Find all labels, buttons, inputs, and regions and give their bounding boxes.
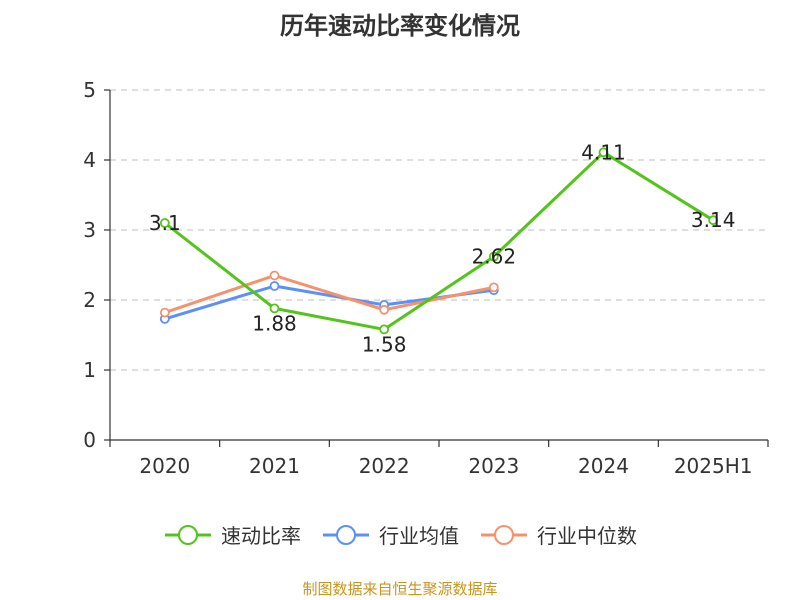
legend-swatch-icon bbox=[323, 524, 369, 545]
data-label: 4.11 bbox=[581, 140, 626, 164]
series-line-2 bbox=[164, 274, 495, 315]
legend-label: 速动比率 bbox=[221, 524, 301, 548]
y-tick-label: 0 bbox=[83, 428, 96, 452]
data-point bbox=[159, 218, 170, 228]
y-tick-label: 2 bbox=[83, 288, 96, 312]
data-point bbox=[379, 324, 390, 335]
data-point bbox=[159, 307, 170, 318]
grid-lines bbox=[110, 89, 768, 371]
y-tick-label: 4 bbox=[83, 148, 96, 172]
legend-label: 行业中位数 bbox=[537, 524, 637, 548]
y-tick-label: 1 bbox=[83, 358, 96, 382]
x-tick-label: 2022 bbox=[359, 454, 410, 478]
legend: 速动比率 行业均值 行业中位数 bbox=[0, 520, 800, 549]
y-tick-label: 3 bbox=[83, 218, 96, 242]
legend-item[interactable]: 行业中位数 bbox=[479, 520, 637, 549]
x-tick-label: 2024 bbox=[578, 454, 629, 478]
data-label: 2.62 bbox=[472, 245, 517, 269]
data-point bbox=[708, 215, 719, 226]
x-tick-label: 2025H1 bbox=[674, 454, 753, 478]
data-labels: 3.1 1.88 1.58 2.62 4.11 3.14 bbox=[149, 140, 736, 356]
chart-title: 历年速动比率变化情况 bbox=[280, 12, 520, 40]
data-label: 1.58 bbox=[362, 332, 407, 356]
data-point bbox=[269, 303, 280, 314]
legend-label: 行业均值 bbox=[379, 524, 459, 548]
y-tick-label: 5 bbox=[83, 78, 96, 102]
x-tick-label: 2021 bbox=[249, 454, 300, 478]
data-label: 3.14 bbox=[691, 208, 736, 232]
line-chart: 0 1 2 3 4 5 2020 2021 2022 2023 2024 2025H1 3.1 1.88… bbox=[83, 78, 769, 478]
x-tick-label: 2023 bbox=[468, 454, 519, 478]
legend-swatch-icon bbox=[481, 524, 527, 545]
data-label: 1.88 bbox=[252, 311, 297, 335]
data-point bbox=[488, 251, 499, 262]
data-point bbox=[379, 304, 390, 315]
series-line-0 bbox=[163, 150, 714, 331]
x-tick-label: 2020 bbox=[139, 454, 190, 478]
data-point bbox=[269, 270, 280, 281]
data-point bbox=[488, 282, 499, 293]
data-point bbox=[598, 147, 609, 158]
legend-swatch-icon bbox=[165, 524, 211, 545]
legend-item[interactable]: 行业均值 bbox=[321, 520, 459, 549]
series-group bbox=[159, 147, 719, 335]
data-label: 3.1 bbox=[149, 211, 181, 235]
source-note: 制图数据来自恒生聚源数据库 bbox=[302, 580, 498, 598]
legend-item[interactable]: 速动比率 bbox=[163, 520, 301, 549]
axes: 0 1 2 3 4 5 2020 2021 2022 2023 2024 2025H1 bbox=[83, 78, 769, 478]
data-point bbox=[269, 281, 280, 291]
